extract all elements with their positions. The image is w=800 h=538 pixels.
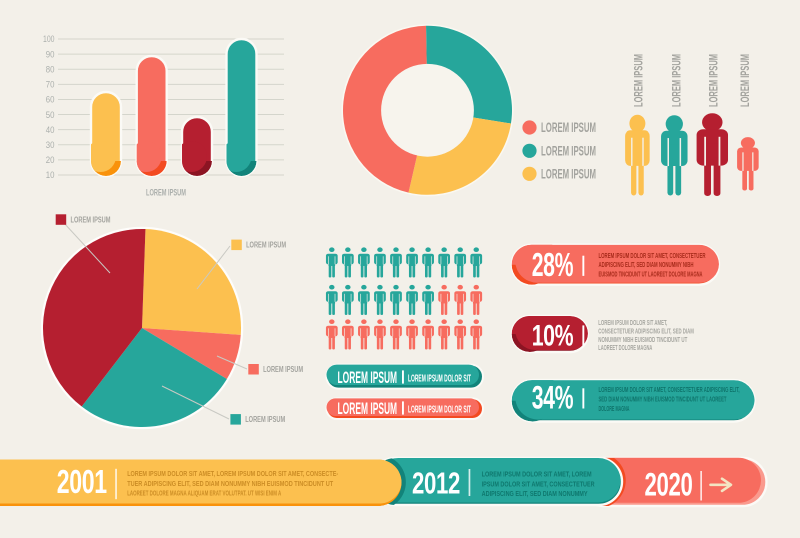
svg-text:ADIPISCING ELIT, SED DIAM NONU: ADIPISCING ELIT, SED DIAM NONUMMY NIBH [599,261,694,269]
svg-text:LAOREET DOLORE MAGNA: LAOREET DOLORE MAGNA [598,345,652,352]
svg-text:LOREM IPSUM: LOREM IPSUM [708,54,720,107]
svg-text:SED DIAM NONUMMY NIBH EUISMOD: SED DIAM NONUMMY NIBH EUISMOD TINCIDUNT … [599,396,727,404]
svg-text:LOREM IPSUM: LOREM IPSUM [633,54,645,107]
svg-text:LOREM IPSUM: LOREM IPSUM [338,399,398,418]
svg-text:2020: 2020 [645,466,693,502]
svg-text:2012: 2012 [412,466,460,501]
svg-text:DOLORE MAGNA: DOLORE MAGNA [599,405,630,413]
svg-text:2001: 2001 [57,463,107,500]
svg-text:50: 50 [46,110,55,120]
svg-text:LOREM IPSUM DOLOR SIT AMET, LO: LOREM IPSUM DOLOR SIT AMET, LOREM IPSUM … [127,469,338,478]
svg-text:LAOREET DOLORE MAGNA ALIQUAM E: LAOREET DOLORE MAGNA ALIQUAM ERAT VOLUTP… [127,489,281,498]
svg-text:LOREM IPSUM DOLOR SIT: LOREM IPSUM DOLOR SIT [408,405,471,416]
svg-text:LOREM IPSUM: LOREM IPSUM [71,215,111,224]
svg-text:80: 80 [46,64,55,74]
svg-text:LOREM IPSUM: LOREM IPSUM [541,120,596,135]
svg-text:EUISMOD TINCIDUNT UT LAOREET D: EUISMOD TINCIDUNT UT LAOREET DOLORE MAGN… [599,271,703,279]
svg-text:LOREM IPSUM DOLOR SIT: LOREM IPSUM DOLOR SIT [408,374,471,385]
svg-text:LOREM IPSUM: LOREM IPSUM [671,54,683,107]
svg-text:NONUMMY NIBH EUISMOD TINCIDUNT: NONUMMY NIBH EUISMOD TINCIDUNT UT [598,337,687,344]
svg-text:LOREM IPSUM: LOREM IPSUM [541,166,596,181]
svg-text:IPSUM DOLOR SIT AMET, CONSECTE: IPSUM DOLOR SIT AMET, CONSECTETUER [482,479,596,488]
svg-text:28%: 28% [532,246,574,283]
svg-text:90: 90 [46,49,55,59]
svg-text:LOREM IPSUM: LOREM IPSUM [245,415,285,424]
svg-text:CONSECTETUER ADIPISCING ELIT,: CONSECTETUER ADIPISCING ELIT, SED DIAM [598,329,694,336]
svg-text:10: 10 [46,170,55,180]
svg-text:40: 40 [46,125,55,135]
svg-text:LOREM IPSUM: LOREM IPSUM [263,365,303,374]
svg-text:LOREM IPSUM: LOREM IPSUM [541,143,596,158]
svg-text:LOREM IPSUM: LOREM IPSUM [146,187,186,198]
svg-text:TUER ADIPISCING ELIT, SED DIAM: TUER ADIPISCING ELIT, SED DIAM NONUMMY N… [127,479,333,488]
svg-text:ADIPISCING ELIT, SED DIAM NONU: ADIPISCING ELIT, SED DIAM NONUMMY [482,489,588,498]
svg-text:20: 20 [46,155,55,165]
svg-text:LOREM IPSUM DOLOR SIT AMET, LO: LOREM IPSUM DOLOR SIT AMET, LOREM [482,470,592,479]
svg-text:LOREM IPSUM DOLOR SIT AMET, CO: LOREM IPSUM DOLOR SIT AMET, CONSECTETUER [599,252,706,260]
svg-text:LOREM IPSUM DOLOR SIT AMET,: LOREM IPSUM DOLOR SIT AMET, [598,320,667,327]
svg-text:LOREM IPSUM: LOREM IPSUM [338,368,398,387]
svg-text:100: 100 [43,34,55,44]
svg-text:LOREM IPSUM DOLOR SIT AMET, CO: LOREM IPSUM DOLOR SIT AMET, CONSECTETUER… [599,386,740,394]
svg-text:30: 30 [46,140,55,150]
svg-text:34%: 34% [532,380,574,416]
svg-text:60: 60 [46,95,55,105]
svg-text:70: 70 [46,80,55,90]
svg-text:LOREM IPSUM: LOREM IPSUM [246,241,286,250]
svg-text:LOREM IPSUM: LOREM IPSUM [740,54,752,107]
svg-text:10%: 10% [532,320,574,353]
